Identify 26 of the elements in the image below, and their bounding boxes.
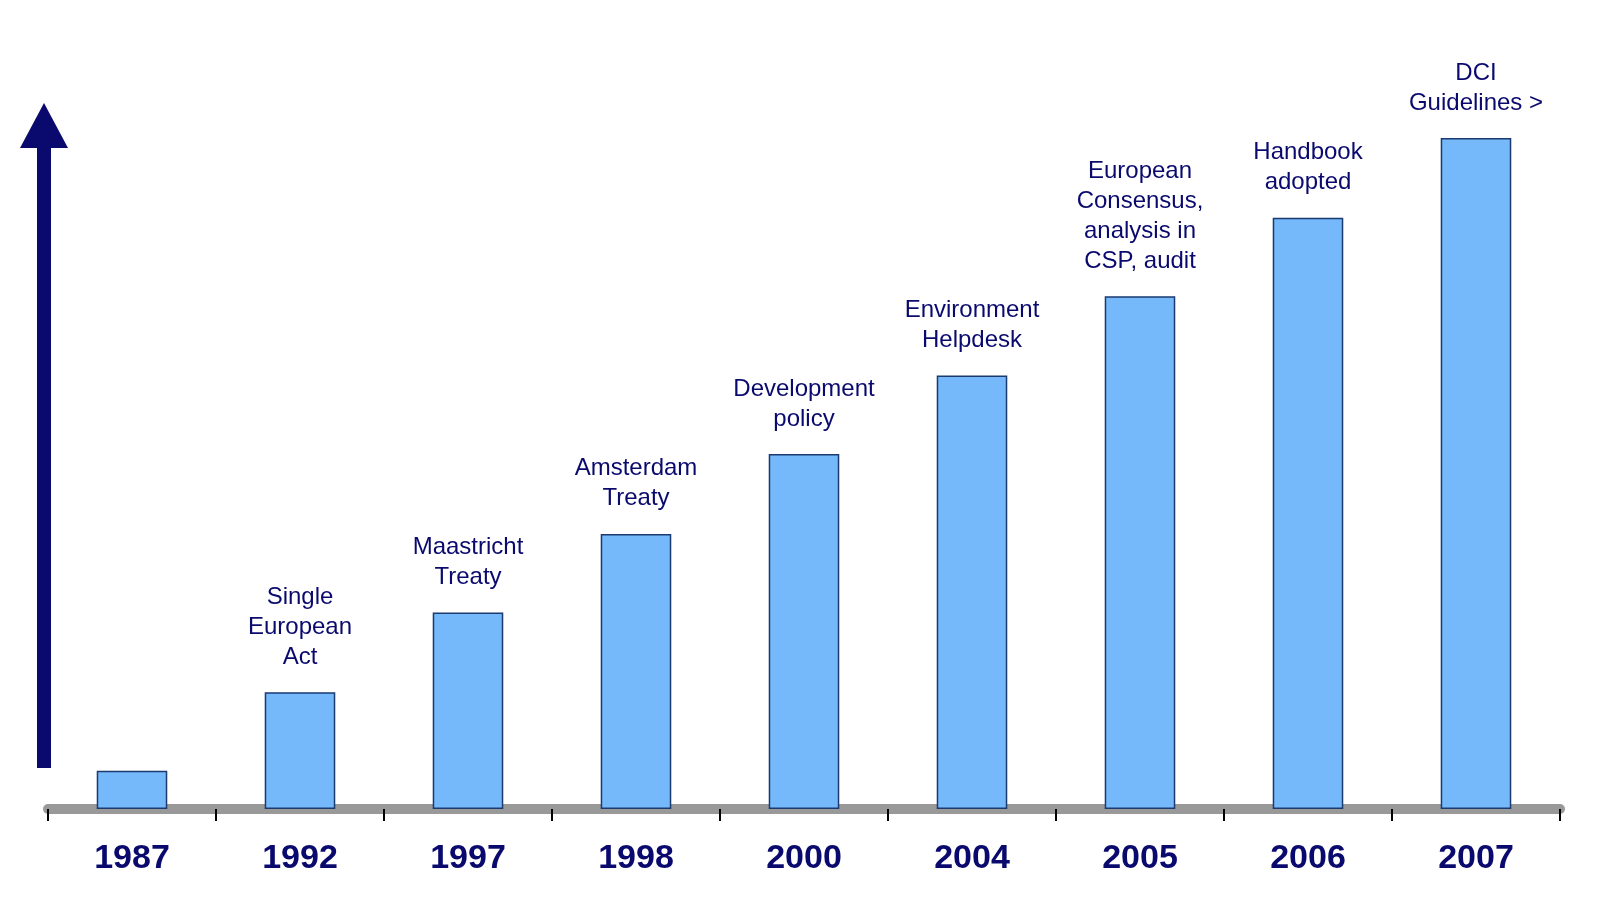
- bar: [96, 770, 168, 809]
- x-tick-label: 2006: [1270, 837, 1346, 875]
- bar: [432, 612, 504, 809]
- annotation: Amsterdam Treaty: [574, 453, 698, 511]
- x-tick-label: 1987: [94, 837, 170, 875]
- bar: [1104, 296, 1176, 809]
- annotation: Handbook adopted: [1253, 137, 1364, 195]
- x-tick-label: 1998: [598, 837, 674, 875]
- x-tick-label: 1997: [430, 837, 506, 875]
- x-tick-label: 1992: [262, 837, 338, 875]
- x-tick-label: 2005: [1102, 837, 1178, 875]
- annotation: DCI Guidelines >: [1408, 57, 1544, 115]
- x-tick-label: 2007: [1438, 837, 1514, 875]
- x-tick-label: 2000: [766, 837, 842, 875]
- annotation: Single European Act: [247, 581, 353, 669]
- bar: [1272, 217, 1344, 809]
- annotation: Maastricht Treaty: [412, 531, 524, 589]
- bar: [768, 454, 840, 809]
- x-tick-label: 2004: [934, 837, 1010, 875]
- annotation: Development policy: [733, 373, 876, 431]
- bar: [264, 692, 336, 809]
- annotation: European Consensus, analysis in CSP, audit: [1076, 155, 1204, 273]
- bar: [936, 375, 1008, 809]
- annotation: Environment Helpdesk: [904, 295, 1040, 353]
- bar: [600, 533, 672, 809]
- bar: [1440, 138, 1512, 809]
